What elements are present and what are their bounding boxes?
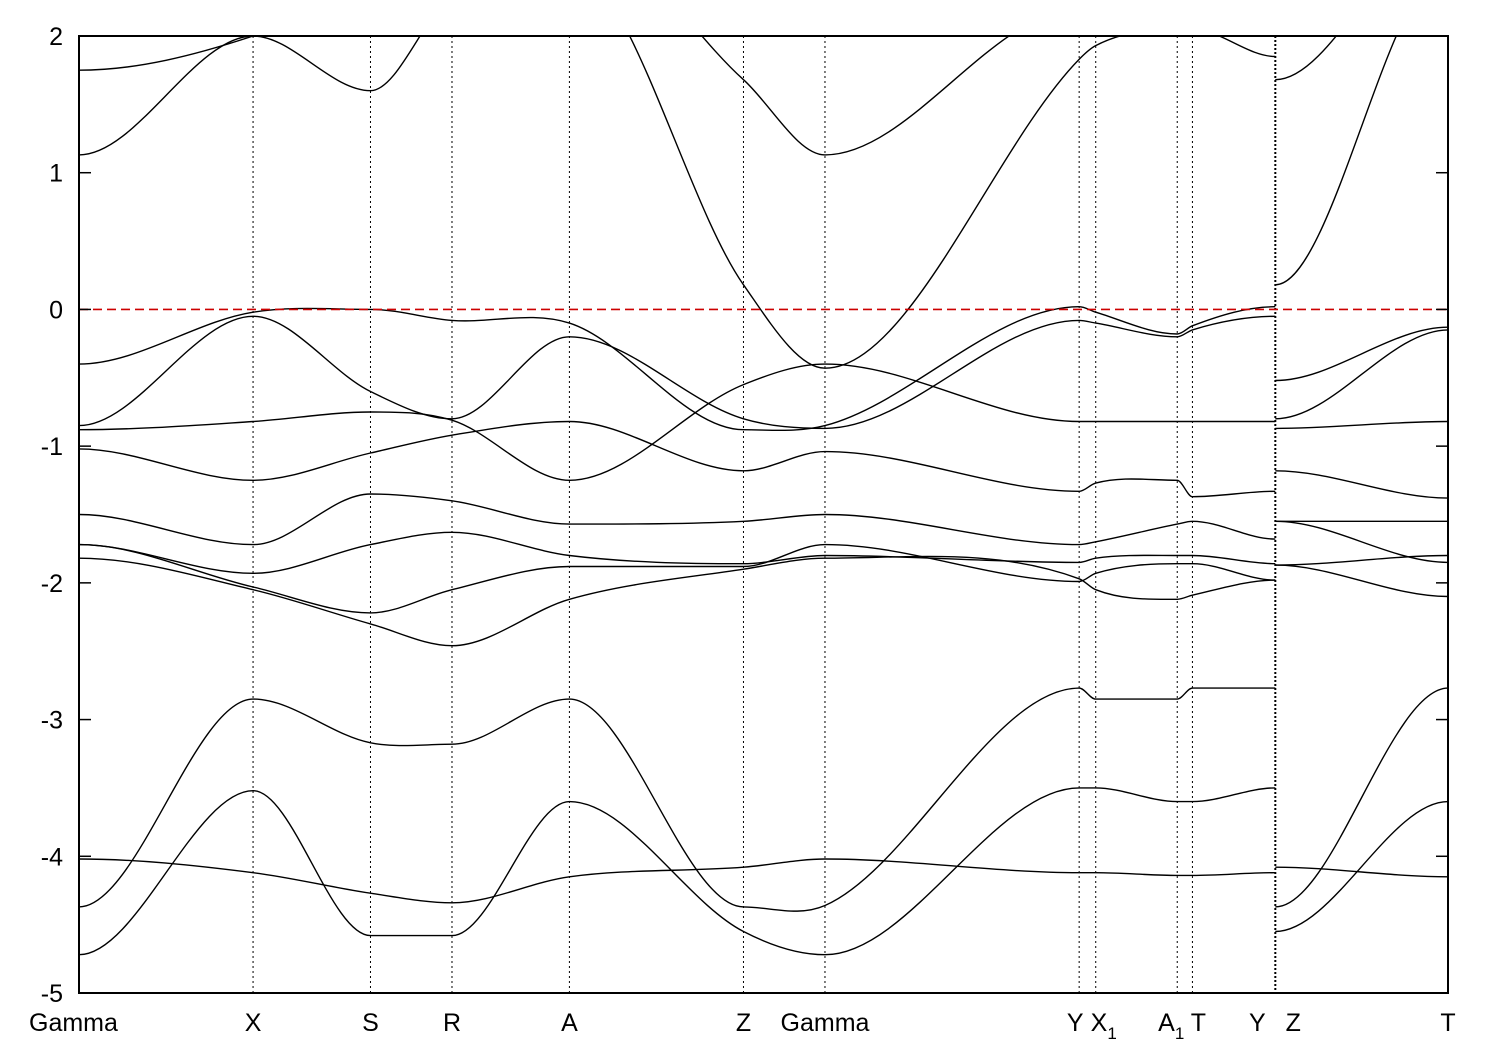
band-line-zt-1 (1275, 687, 1448, 908)
k-label-8: X1 (1091, 1009, 1117, 1043)
k-label-2: S (362, 1009, 379, 1037)
band-lines (79, 36, 1448, 956)
y-tick-label-0: -5 (41, 980, 63, 1008)
band-line-zt-10 (1275, 326, 1448, 382)
band-line-11 (79, 36, 1276, 369)
k-label-11: Y (1249, 1009, 1266, 1037)
k-label-13: T (1440, 1009, 1455, 1037)
k-label-12: Z (1286, 1009, 1301, 1037)
plot-frame (78, 35, 1449, 994)
band-line-zt-7 (1275, 470, 1448, 499)
y-tick-label-2: -3 (41, 707, 63, 735)
band-line-zt-12 (1275, 36, 1338, 81)
band-line-zt-3 (1275, 564, 1448, 598)
x-axis: Gamma X S R A Z Gamma Y X1 A1 T Y Z T (29, 1009, 1456, 1043)
band-line-6 (79, 493, 1276, 546)
y-tick-label-3: -2 (41, 570, 63, 598)
k-label-10: T (1191, 1009, 1206, 1037)
band-line-12 (79, 36, 1011, 156)
k-label-1: X (245, 1009, 262, 1037)
y-tick-label-7: 2 (49, 23, 63, 51)
band-line-zt-8 (1275, 420, 1448, 430)
y-tick-label-4: -1 (41, 433, 63, 461)
band-line-zt-4 (1275, 554, 1448, 566)
k-label-4: A (561, 1009, 578, 1037)
band-line-3 (79, 555, 1276, 647)
k-label-3: R (443, 1009, 461, 1037)
band-line-zt-11 (1275, 36, 1398, 286)
band-line-9 (79, 315, 1276, 430)
y-axis: -5 -4 -3 -2 -1 0 1 2 (41, 23, 1448, 1008)
band-line-2 (79, 858, 1276, 904)
band-line-5 (79, 531, 1276, 575)
y-tick-label-5: 0 (49, 296, 63, 324)
band-line-1 (79, 687, 1276, 912)
k-label-7: Y (1067, 1009, 1084, 1037)
band-line-4 (79, 543, 1276, 614)
k-label-9: A1 (1158, 1009, 1184, 1043)
band-line-zt-5 (1275, 520, 1448, 564)
band-line-zt-9 (1275, 329, 1448, 420)
band-line-0 (79, 787, 1276, 956)
band-line-8 (79, 363, 1276, 482)
band-line-zt-2 (1275, 866, 1448, 878)
band-line-7 (79, 420, 1276, 498)
k-point-gridlines (252, 36, 1277, 993)
k-label-0: Gamma (29, 1009, 118, 1037)
y-tick-label-6: 1 (49, 160, 63, 188)
y-tick-label-1: -4 (41, 843, 63, 871)
band-line-zt-0 (1275, 800, 1448, 933)
k-label-5: Z (736, 1009, 751, 1037)
k-label-6: Gamma (781, 1009, 870, 1037)
